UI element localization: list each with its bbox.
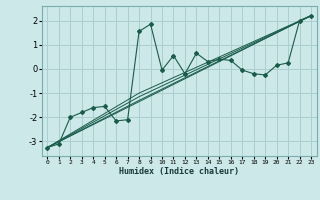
- X-axis label: Humidex (Indice chaleur): Humidex (Indice chaleur): [119, 167, 239, 176]
